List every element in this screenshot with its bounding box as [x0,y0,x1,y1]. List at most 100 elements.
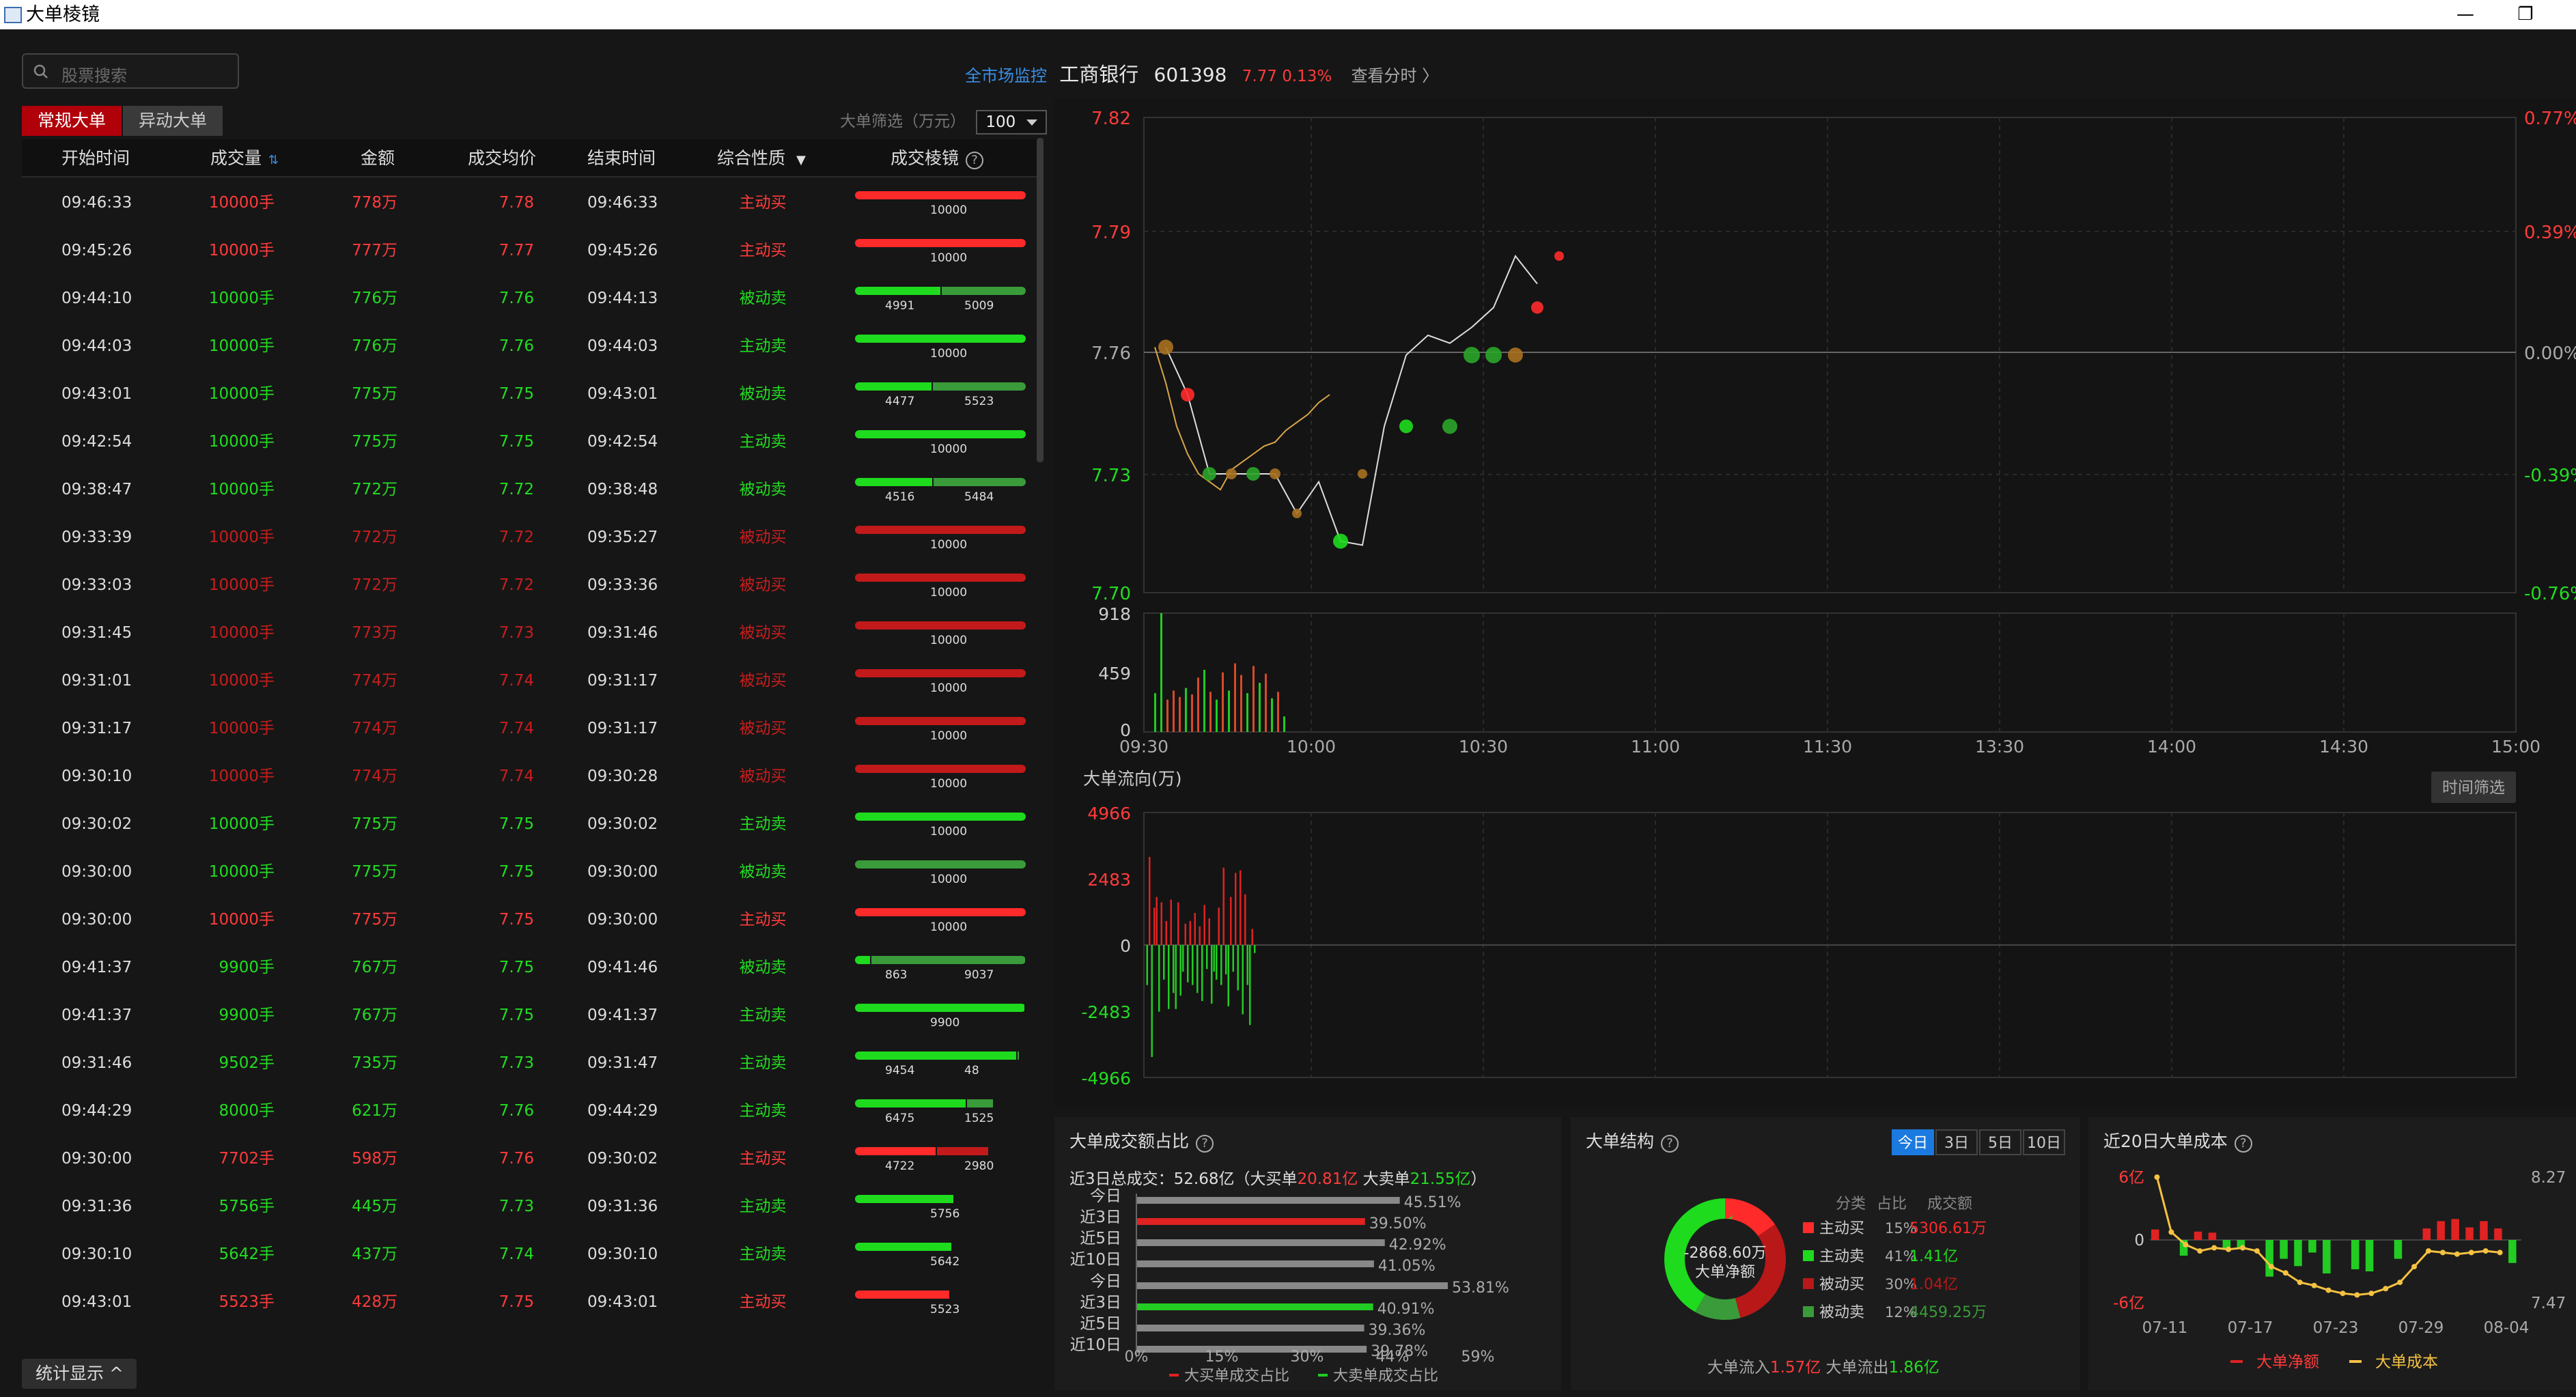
order-bubble [1464,347,1480,363]
cell-end-time: 09:31:17 [587,672,658,690]
net-amount-label: 大单净额 [1695,1264,1755,1281]
cell-volume: 10000手 [208,337,275,355]
table-row[interactable]: 09:33:39 10000手 772万 7.72 09:35:27 被动买 10000 [22,513,1041,561]
prism-bar [855,430,1026,438]
prism-bar [855,1243,1026,1251]
net-bar [2394,1240,2403,1259]
sort-icon[interactable]: ⇅ [268,153,279,167]
stock-header: 全市场监控 工商银行 601398 7.77 0.13% 查看分时 〉 [965,59,1438,87]
cell-volume: 9900手 [219,959,275,976]
help-icon[interactable]: ? [2234,1135,2252,1153]
table-row[interactable]: 09:31:45 10000手 773万 7.73 09:31:46 被动买 10000 [22,609,1041,657]
price-axis-label: 7.70 [1091,584,1131,604]
table-row[interactable]: 09:44:10 10000手 776万 7.76 09:44:13 被动卖 4991 500… [22,274,1041,322]
col-start-time[interactable]: 开始时间 [61,148,130,168]
legend-header: 成交额 [1927,1196,1972,1213]
table-row[interactable]: 09:42:54 10000手 775万 7.75 09:42:54 主动卖 10000 [22,418,1041,466]
table-row[interactable]: 09:41:37 9900手 767万 7.75 09:41:37 主动卖 9900 [22,991,1041,1039]
cell-amount: 735万 [352,1054,397,1072]
cell-volume: 9900手 [219,1006,275,1024]
period-tab[interactable]: 3日 [1935,1129,1978,1155]
time-axis-label: 15:00 [2491,737,2540,757]
ratio-bar [1136,1282,1448,1289]
table-row[interactable]: 09:31:46 9502手 735万 7.73 09:31:47 主动卖 9454 48 [22,1039,1041,1087]
x-tick-label: 59% [1461,1349,1495,1366]
price-volume-flow-chart[interactable]: 7.82 0.77% 7.79 0.39% 7.76 0.00% 7.73 -0.39% 7.7… [1054,98,2576,1108]
cell-amount: 776万 [352,337,397,355]
table-row[interactable]: 09:30:10 10000手 774万 7.74 09:30:28 被动买 10000 [22,752,1041,800]
table-row[interactable]: 09:43:01 10000手 775万 7.75 09:43:01 被动卖 4477 552… [22,370,1041,418]
restore-button[interactable]: ❐ [2517,4,2534,25]
stats-toggle-button[interactable]: 统计显示 ^ [22,1359,137,1389]
table-row[interactable]: 09:38:47 10000手 772万 7.72 09:38:48 被动卖 4516 548… [22,466,1041,513]
ratio-bar [1136,1218,1365,1225]
help-icon[interactable]: ? [966,152,984,169]
prism-bar [855,1099,1026,1107]
cost-point [2154,1174,2160,1180]
col-prism[interactable]: 成交棱镜? [891,139,984,178]
donut-segment [1664,1198,1786,1320]
cell-amount: 598万 [352,1150,397,1168]
flow-bar [1149,857,1151,945]
view-minute-link[interactable]: 查看分时 〉 [1351,66,1439,85]
table-row[interactable]: 09:30:02 10000手 775万 7.75 09:30:02 主动卖 10000 [22,800,1041,848]
volume-bar [1265,673,1267,732]
period-tab[interactable]: 5日 [1979,1129,2021,1155]
prism-label: 10000 [930,203,968,217]
stock-search-input[interactable]: 股票搜索 [22,53,239,89]
x-tick-label: 07-17 [2228,1319,2273,1337]
table-row[interactable]: 09:44:03 10000手 776万 7.76 09:44:03 主动卖 10000 [22,322,1041,370]
col-volume[interactable]: 成交量 ⇅ [210,139,279,178]
cell-start-time: 09:31:17 [61,720,132,737]
minimize-button[interactable]: — [2456,4,2474,25]
table-row[interactable]: 09:31:01 10000手 774万 7.74 09:31:17 被动买 10000 [22,657,1041,705]
col-avg-price[interactable]: 成交均价 [468,148,537,168]
table-row[interactable]: 09:30:00 7702手 598万 7.76 09:30:02 主动买 4722 2980 [22,1135,1041,1183]
flow-title: 大单流向(万) [1083,769,1182,789]
cell-end-time: 09:41:37 [587,1006,658,1024]
prism-bar [855,574,1026,582]
chevron-down-icon[interactable]: ▼ [796,153,806,167]
flow-bar [1220,945,1222,985]
period-tab[interactable]: 10日 [2023,1129,2065,1155]
col-end-time[interactable]: 结束时间 [587,148,656,168]
period-tab[interactable]: 今日 [1892,1129,1934,1155]
col-nature[interactable]: 综合性质 ▼ [717,139,806,178]
cell-nature: 主动买 [739,1293,787,1311]
table-scrollbar[interactable] [1037,138,1044,462]
table-row[interactable]: 09:44:29 8000手 621万 7.76 09:44:29 主动卖 6475 1525 [22,1087,1041,1135]
ratio-value: 45.51% [1404,1194,1461,1211]
table-row[interactable]: 09:30:00 10000手 775万 7.75 09:30:00 被动卖 10000 [22,848,1041,896]
table-row[interactable]: 09:31:36 5756手 445万 7.73 09:31:36 主动卖 5756 [22,1183,1041,1230]
col-amount[interactable]: 金额 [361,148,395,168]
prism-segment [937,1147,988,1155]
help-icon[interactable]: ? [1196,1135,1214,1153]
tab-regular-orders[interactable]: 常规大单 [22,106,122,136]
cell-end-time: 09:38:48 [587,481,658,498]
cell-avg-price: 7.74 [499,672,534,690]
table-row[interactable]: 09:33:03 10000手 772万 7.72 09:33:36 被动买 10000 [22,561,1041,609]
flow-axis-label: 0 [1120,936,1131,956]
table-row[interactable]: 09:31:17 10000手 774万 7.74 09:31:17 被动买 10000 [22,705,1041,752]
volume-axis-label: 459 [1098,664,1131,683]
net-bar [2508,1240,2517,1263]
table-row[interactable]: 09:45:26 10000手 777万 7.77 09:45:26 主动买 10000 [22,227,1041,274]
ratio-value: 39.78% [1371,1343,1428,1360]
help-icon[interactable]: ? [1661,1135,1679,1153]
cell-end-time: 09:43:01 [587,385,658,403]
legend-label: 大单净额 [2256,1353,2319,1371]
prism-segment [855,574,1026,582]
table-row[interactable]: 09:30:10 5642手 437万 7.74 09:30:10 主动卖 5642 [22,1230,1041,1278]
table-row[interactable]: 09:46:33 10000手 778万 7.78 09:46:33 主动买 10000 [22,179,1041,227]
table-row[interactable]: 09:41:37 9900手 767万 7.75 09:41:46 被动卖 863 9037 [22,944,1041,991]
market-monitor-link[interactable]: 全市场监控 [965,66,1047,85]
net-bar [2237,1240,2245,1247]
cell-amount: 773万 [352,624,397,642]
filter-select[interactable]: 100 [976,109,1048,135]
legend-pct: 12% [1885,1304,1917,1321]
table-row[interactable]: 09:30:00 10000手 775万 7.75 09:30:00 主动买 10000 [22,896,1041,944]
tab-abnormal-orders[interactable]: 异动大单 [123,106,223,136]
prism-label: 10000 [930,681,968,695]
cost-point [2354,1292,2360,1298]
table-row[interactable]: 09:43:01 5523手 428万 7.75 09:43:01 主动买 5523 [22,1278,1041,1326]
